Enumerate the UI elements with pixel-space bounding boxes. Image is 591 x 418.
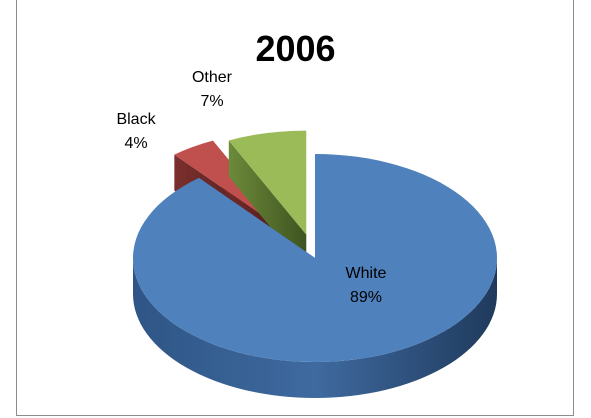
slice-label-other: Other bbox=[192, 69, 233, 86]
slice-value-other: 7% bbox=[200, 93, 223, 110]
pie-slice-side bbox=[133, 258, 497, 398]
chart-title: 2006 bbox=[255, 28, 336, 69]
pie-slice-top bbox=[133, 154, 498, 362]
pie-slice-white bbox=[133, 154, 498, 398]
pie-slice-top bbox=[228, 130, 307, 235]
pie-slice-other bbox=[228, 130, 307, 271]
slice-label-black: Black bbox=[116, 111, 156, 128]
slice-value-white: 89% bbox=[350, 289, 382, 306]
slice-label-white: White bbox=[346, 265, 387, 282]
pie-slice-wall bbox=[228, 140, 307, 271]
slice-value-black: 4% bbox=[124, 135, 147, 152]
